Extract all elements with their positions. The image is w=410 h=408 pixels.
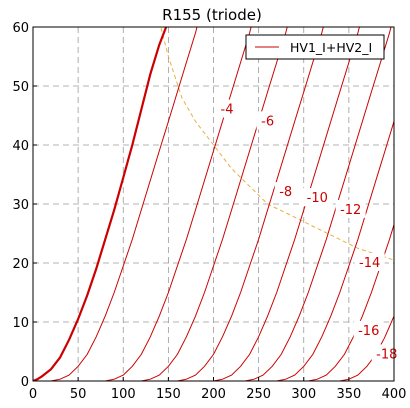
legend-label: HV1_I+HV2_I — [290, 40, 372, 55]
curve-label-bg — [302, 188, 333, 207]
y-tick-label: 30 — [12, 198, 29, 213]
curve-label-bg — [216, 99, 239, 118]
plate-curve — [33, 314, 394, 381]
chart-title: R155 (triode) — [162, 6, 262, 24]
curve-label: -8 — [279, 185, 292, 200]
plate-curve — [33, 27, 392, 381]
y-tick-label: 20 — [12, 257, 29, 272]
x-tick-label: 400 — [382, 387, 407, 402]
plate-curve — [33, 27, 360, 381]
curve-label: -10 — [307, 191, 328, 206]
x-tick-label: 150 — [156, 387, 181, 402]
curve-label-layer: -4 -6 -8 -10 -12 -14 -16 -18 — [216, 99, 402, 363]
y-tick-label: 50 — [12, 80, 29, 95]
curve-label: -4 — [221, 103, 234, 118]
x-tick-label: 50 — [70, 387, 87, 402]
grid — [33, 27, 394, 381]
curve-label: -12 — [340, 203, 361, 218]
dissipation-curve — [160, 27, 394, 261]
plate-curve — [33, 27, 324, 381]
curve-label-bg — [354, 253, 385, 271]
curve-label: -14 — [359, 256, 380, 271]
x-tick-label: 350 — [336, 387, 361, 402]
y-tick-label: 10 — [12, 316, 29, 331]
curve-label: -18 — [376, 347, 397, 362]
curve-label-bg — [353, 320, 384, 339]
plate-curve — [33, 119, 394, 381]
plate-curve — [33, 27, 288, 381]
curve-label: -6 — [261, 114, 274, 129]
curve-layer — [33, 27, 394, 381]
plate-curve — [33, 222, 394, 381]
curve-label-bg — [256, 111, 279, 130]
x-tick-label: 250 — [246, 387, 271, 402]
y-tick-label: 40 — [12, 139, 29, 154]
x-tick-label: 200 — [201, 387, 226, 402]
x-tick-label: 300 — [291, 387, 316, 402]
plate-curve — [33, 27, 252, 381]
x-tick-label: 0 — [29, 387, 37, 402]
curve-group — [33, 27, 394, 381]
y-tick-label: 0 — [21, 375, 29, 390]
curve-label-bg — [335, 199, 366, 218]
plate-curve — [33, 27, 198, 381]
curve-label-bg — [274, 182, 297, 201]
curve-label: -16 — [358, 324, 379, 339]
x-tick-label: 100 — [111, 387, 136, 402]
legend: HV1_I+HV2_I — [245, 34, 385, 60]
y-tick-label: 60 — [12, 21, 29, 36]
plate-curve — [33, 27, 168, 381]
tick-layer: 0 50 100 150 200 250 300 350 400 0 10 20 30 40 50 60 — [12, 21, 406, 402]
